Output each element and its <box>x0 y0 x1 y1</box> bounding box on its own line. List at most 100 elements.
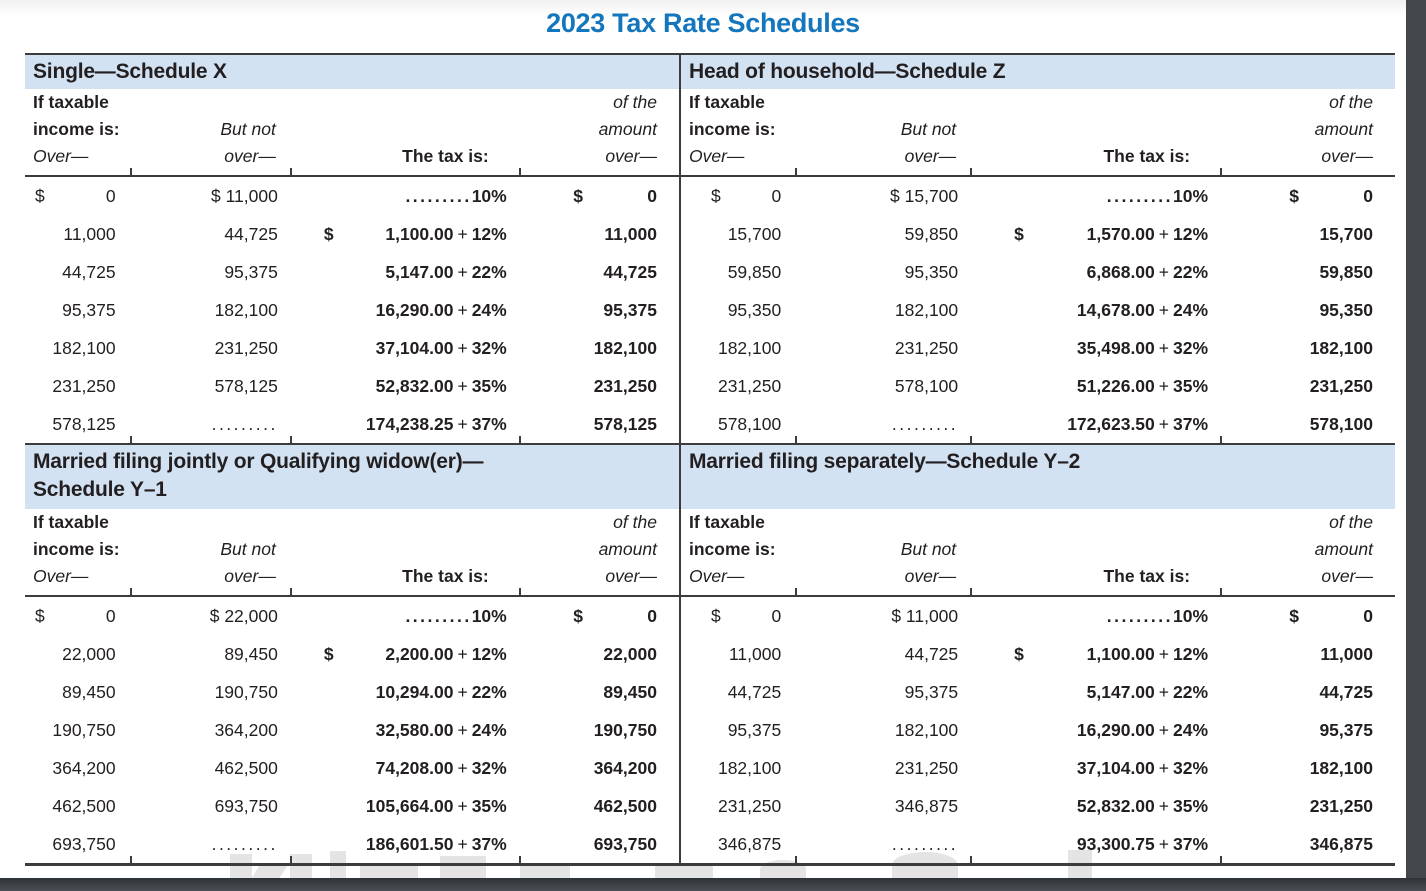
dollar-sign: $ <box>35 186 45 206</box>
but-not-over-value: $ 15,700 <box>890 186 959 206</box>
tax-amount: 105,664.00 <box>365 796 454 816</box>
amount-over-cell: 95,375 <box>519 291 679 329</box>
amount-over-cell: 44,725 <box>1220 673 1395 711</box>
column-divider-tick <box>289 436 292 443</box>
watermark-fragment <box>655 863 713 878</box>
tax-rate: 12% <box>1173 644 1209 664</box>
dollar-sign: $ <box>1014 224 1024 244</box>
tax-amount: 10,294.00 <box>375 682 454 702</box>
amount-over-cell: 89,450 <box>519 673 679 711</box>
but-not-over-value: 578,125 <box>214 376 278 396</box>
tax-amount: 16,290.00 <box>375 300 454 320</box>
but-not-over-value: 59,850 <box>904 224 959 244</box>
over-cell: 231,250 <box>681 787 795 825</box>
tax-rate: 35% <box>1173 796 1209 816</box>
table-row: 89,450 190,750 10,294.00 +22% 89,450 <box>25 673 679 711</box>
tax-amount: ......... <box>405 606 472 626</box>
column-headers: If taxable income is: Over— But not over… <box>681 89 1395 177</box>
over-cell: 190,750 <box>25 711 130 749</box>
over-value: 15,700 <box>727 224 782 244</box>
tax-rate: 32% <box>1173 338 1209 358</box>
amount-over-cell: 11,000 <box>1220 635 1395 673</box>
tax-cell: 16,290.00 +24% <box>290 291 519 329</box>
column-divider-tick <box>289 168 292 175</box>
amount-over-value: 95,350 <box>1319 300 1373 320</box>
but-not-over-value: 95,375 <box>904 682 959 702</box>
tax-rate: 32% <box>471 338 507 358</box>
amount-over-value: 231,250 <box>593 376 657 396</box>
over-value: 182,100 <box>717 758 782 778</box>
tax-rate: 32% <box>471 758 507 778</box>
but-not-over-cell: 44,725 <box>795 635 970 673</box>
over-value: 693,750 <box>52 834 116 854</box>
over-value: 231,250 <box>717 376 782 396</box>
but-not-over-value: 182,100 <box>894 720 959 740</box>
tax-amount: ......... <box>1106 186 1174 206</box>
over-value: 0 <box>771 606 782 626</box>
over-cell: 15,700 <box>681 215 795 253</box>
tax-cell: 37,104.00 +32% <box>290 329 519 367</box>
amount-over-cell: 182,100 <box>519 329 679 367</box>
table-row: 182,100 231,250 37,104.00 +32% 182,100 <box>25 329 679 367</box>
column-divider-tick <box>970 856 973 863</box>
amount-over-cell: 231,250 <box>1220 367 1395 405</box>
amount-over-cell: 462,500 <box>519 787 679 825</box>
but-not-over-value: 182,100 <box>894 300 959 320</box>
over-cell: 59,850 <box>681 253 795 291</box>
tax-amount: 37,104.00 <box>1076 758 1155 778</box>
schedule-rows: $0 $ 11,000 .........10% $0 11,000 44,725 $1,1… <box>25 177 679 443</box>
table-row: 346,875......... 93,300.75 +37% 346,875 <box>681 825 1395 863</box>
plus-sign: + <box>1158 720 1170 740</box>
schedule-rows: $0 $ 22,000 .........10% $0 22,000 89,450 $2,2… <box>25 597 679 863</box>
but-not-over-cell: 95,350 <box>795 253 970 291</box>
tax-cell: 172,623.50 +37% <box>970 405 1220 443</box>
dollar-sign: $ <box>1289 606 1299 626</box>
watermark-fragment <box>251 864 289 878</box>
table-row: 231,250 346,875 52,832.00 +35% 231,250 <box>681 787 1395 825</box>
tax-rate: 12% <box>471 224 507 244</box>
but-not-over-value: 231,250 <box>894 758 959 778</box>
but-not-over-value: $ 22,000 <box>209 606 278 626</box>
schedule-rows: $0 $ 15,700 .........10% $0 15,700 59,850 $1,5… <box>681 177 1395 443</box>
tax-cell: .........10% <box>970 597 1220 635</box>
but-not-over-value: $ 11,000 <box>211 186 278 206</box>
amount-over-value: 44,725 <box>603 262 657 282</box>
but-not-over-cell: 182,100 <box>795 291 970 329</box>
over-cell: 22,000 <box>25 635 130 673</box>
but-not-over-cell: $ 15,700 <box>795 177 970 215</box>
column-divider-tick <box>1220 856 1223 863</box>
tax-rate: 22% <box>1173 262 1209 282</box>
table-row: 578,125......... 174,238.25 +37% 578,125 <box>25 405 679 443</box>
but-not-over-value: 95,375 <box>224 262 278 282</box>
amount-over-value: 231,250 <box>1309 796 1373 816</box>
tax-cell: .........10% <box>970 177 1220 215</box>
amount-over-value: 231,250 <box>1309 376 1373 396</box>
table-row: 95,375 182,100 16,290.00 +24% 95,375 <box>681 711 1395 749</box>
tax-amount: 14,678.00 <box>1076 300 1155 320</box>
column-headers: If taxable income is: Over— But not over… <box>681 509 1395 597</box>
table-row: 22,000 89,450 $2,200.00 +12% 22,000 <box>25 635 679 673</box>
over-value: 231,250 <box>717 796 782 816</box>
but-not-over-cell: 231,250 <box>795 749 970 787</box>
tax-cell: 16,290.00 +24% <box>970 711 1220 749</box>
over-value: 22,000 <box>62 644 116 664</box>
header-but-not-over: But not over— <box>900 119 957 166</box>
column-headers: If taxable income is: Over— But not over… <box>25 89 679 177</box>
column-divider-tick <box>1220 436 1223 443</box>
but-not-over-cell: 182,100 <box>795 711 970 749</box>
plus-sign: + <box>1158 338 1170 358</box>
table-row: 11,000 44,725 $1,100.00 +12% 11,000 <box>681 635 1395 673</box>
column-divider-tick <box>129 168 132 175</box>
over-cell: 462,500 <box>25 787 130 825</box>
tax-cell: 14,678.00 +24% <box>970 291 1220 329</box>
column-headers: If taxable income is: Over— But not over… <box>25 509 679 597</box>
over-value: 59,850 <box>727 262 782 282</box>
page-title: 2023 Tax Rate Schedules <box>546 8 860 38</box>
over-value: 578,125 <box>52 414 116 434</box>
amount-over-value: 693,750 <box>593 834 657 854</box>
over-value: 89,450 <box>62 682 116 702</box>
plus-sign: + <box>457 224 468 244</box>
but-not-over-cell: 44,725 <box>130 215 290 253</box>
plus-sign: + <box>1158 224 1170 244</box>
amount-over-cell: $0 <box>519 597 679 635</box>
